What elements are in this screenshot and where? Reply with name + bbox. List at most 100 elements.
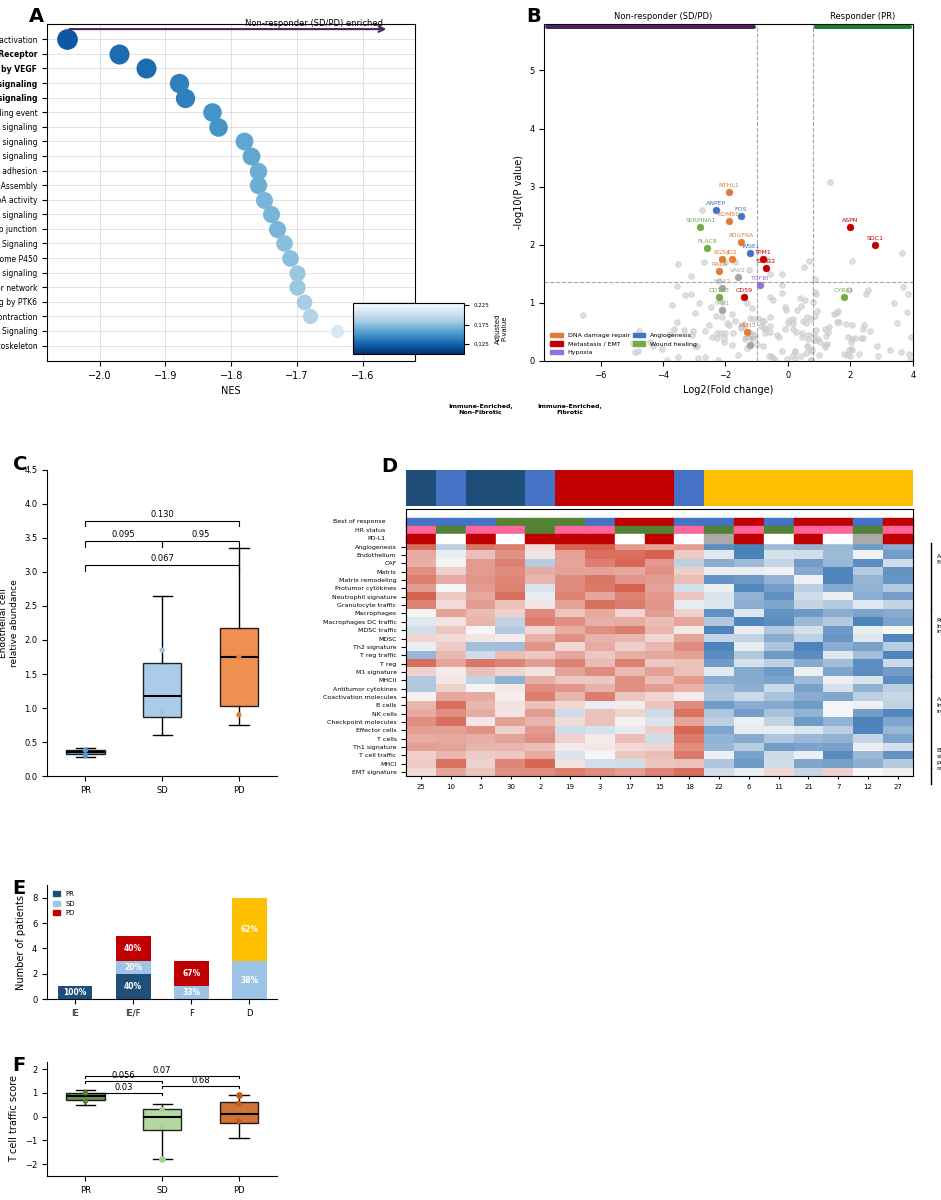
Point — [766, 348, 781, 367]
Point — [808, 331, 823, 350]
Point — [78, 1084, 93, 1103]
Point — [812, 346, 827, 365]
Point — [730, 268, 745, 287]
Point — [691, 348, 706, 367]
Point — [926, 350, 941, 370]
Text: CD59: CD59 — [736, 288, 753, 293]
Point — [929, 350, 941, 370]
Point — [750, 335, 765, 354]
Point — [283, 248, 298, 268]
Point — [204, 103, 219, 122]
Point — [711, 271, 726, 290]
Point — [231, 1094, 247, 1114]
Point — [290, 277, 305, 296]
Text: Anti-tumor
Immune infiltrate: Anti-tumor Immune infiltrate — [936, 697, 941, 714]
Point — [799, 344, 814, 364]
Point — [794, 346, 809, 365]
Text: PD-L1: PD-L1 — [367, 536, 386, 541]
Point — [710, 329, 725, 348]
Point — [743, 328, 758, 347]
PathPatch shape — [220, 1102, 258, 1122]
Point — [779, 349, 794, 368]
Point — [736, 314, 751, 334]
Bar — [174, 986, 209, 1000]
Text: PDGFRA: PDGFRA — [728, 233, 754, 238]
Point — [788, 342, 803, 361]
PathPatch shape — [143, 662, 182, 716]
Point — [774, 342, 789, 361]
Point — [826, 305, 841, 324]
Text: ANPEP: ANPEP — [706, 200, 726, 205]
Point — [747, 325, 762, 344]
Y-axis label: Adjusted
P-value: Adjusted P-value — [495, 313, 508, 344]
Point — [843, 217, 858, 236]
Text: Pro-tumor
Immune infiltrate: Pro-tumor Immune infiltrate — [936, 618, 941, 635]
Bar — [116, 936, 151, 961]
Point — [901, 344, 917, 364]
Point — [786, 310, 801, 329]
Text: Non-responder (SD/PD) enriched: Non-responder (SD/PD) enriched — [245, 19, 383, 28]
Point — [788, 348, 803, 367]
Text: TPM1: TPM1 — [755, 250, 772, 256]
Text: Immune-Enriched,
Fibrotic: Immune-Enriched, Fibrotic — [537, 404, 602, 415]
Text: VAV2: VAV2 — [730, 268, 746, 272]
Point — [777, 319, 792, 338]
Point — [863, 320, 878, 340]
Point — [257, 190, 272, 209]
Point — [733, 317, 748, 336]
Point — [796, 312, 811, 331]
Point — [303, 307, 318, 326]
Point — [716, 332, 731, 352]
Text: 0.067: 0.067 — [151, 554, 174, 563]
Text: B: B — [526, 7, 541, 26]
Point — [154, 1100, 169, 1120]
Point — [804, 310, 819, 329]
Point — [154, 641, 169, 660]
Point — [768, 350, 783, 370]
Point — [270, 220, 285, 239]
Text: 0.95: 0.95 — [191, 530, 210, 539]
Point — [785, 313, 800, 332]
Point — [734, 233, 749, 252]
Point — [684, 325, 699, 344]
Bar — [407, 526, 436, 534]
Point — [800, 337, 815, 356]
Point — [799, 307, 814, 326]
Point — [740, 323, 755, 342]
Point — [794, 296, 809, 316]
Y-axis label: Endothelial cell
relative abundance: Endothelial cell relative abundance — [0, 580, 19, 667]
Point — [786, 319, 801, 338]
Point — [809, 301, 824, 320]
Point — [758, 258, 774, 277]
Point — [762, 287, 777, 306]
Bar — [585, 517, 614, 526]
Point — [693, 217, 708, 236]
Point — [154, 1150, 169, 1169]
Point — [683, 266, 698, 286]
Point — [701, 316, 716, 335]
Bar — [555, 526, 585, 534]
Point — [244, 146, 259, 166]
Point — [810, 330, 825, 349]
Text: 20%: 20% — [124, 962, 142, 972]
Bar — [496, 517, 525, 526]
Bar — [585, 534, 614, 542]
Point — [646, 337, 661, 356]
Point — [329, 322, 344, 341]
Point — [733, 318, 748, 337]
Point — [778, 300, 793, 319]
Point — [772, 328, 787, 347]
Bar — [764, 534, 793, 542]
Point — [901, 284, 916, 304]
Bar — [853, 526, 883, 534]
Bar — [823, 534, 853, 542]
Point — [757, 323, 772, 342]
Bar — [436, 534, 466, 542]
Point — [925, 341, 940, 360]
Point — [237, 132, 252, 151]
Point — [855, 319, 870, 338]
Point — [861, 281, 876, 300]
X-axis label: Log2(Fold change): Log2(Fold change) — [683, 385, 774, 395]
Bar — [823, 526, 853, 534]
Point — [715, 278, 730, 298]
